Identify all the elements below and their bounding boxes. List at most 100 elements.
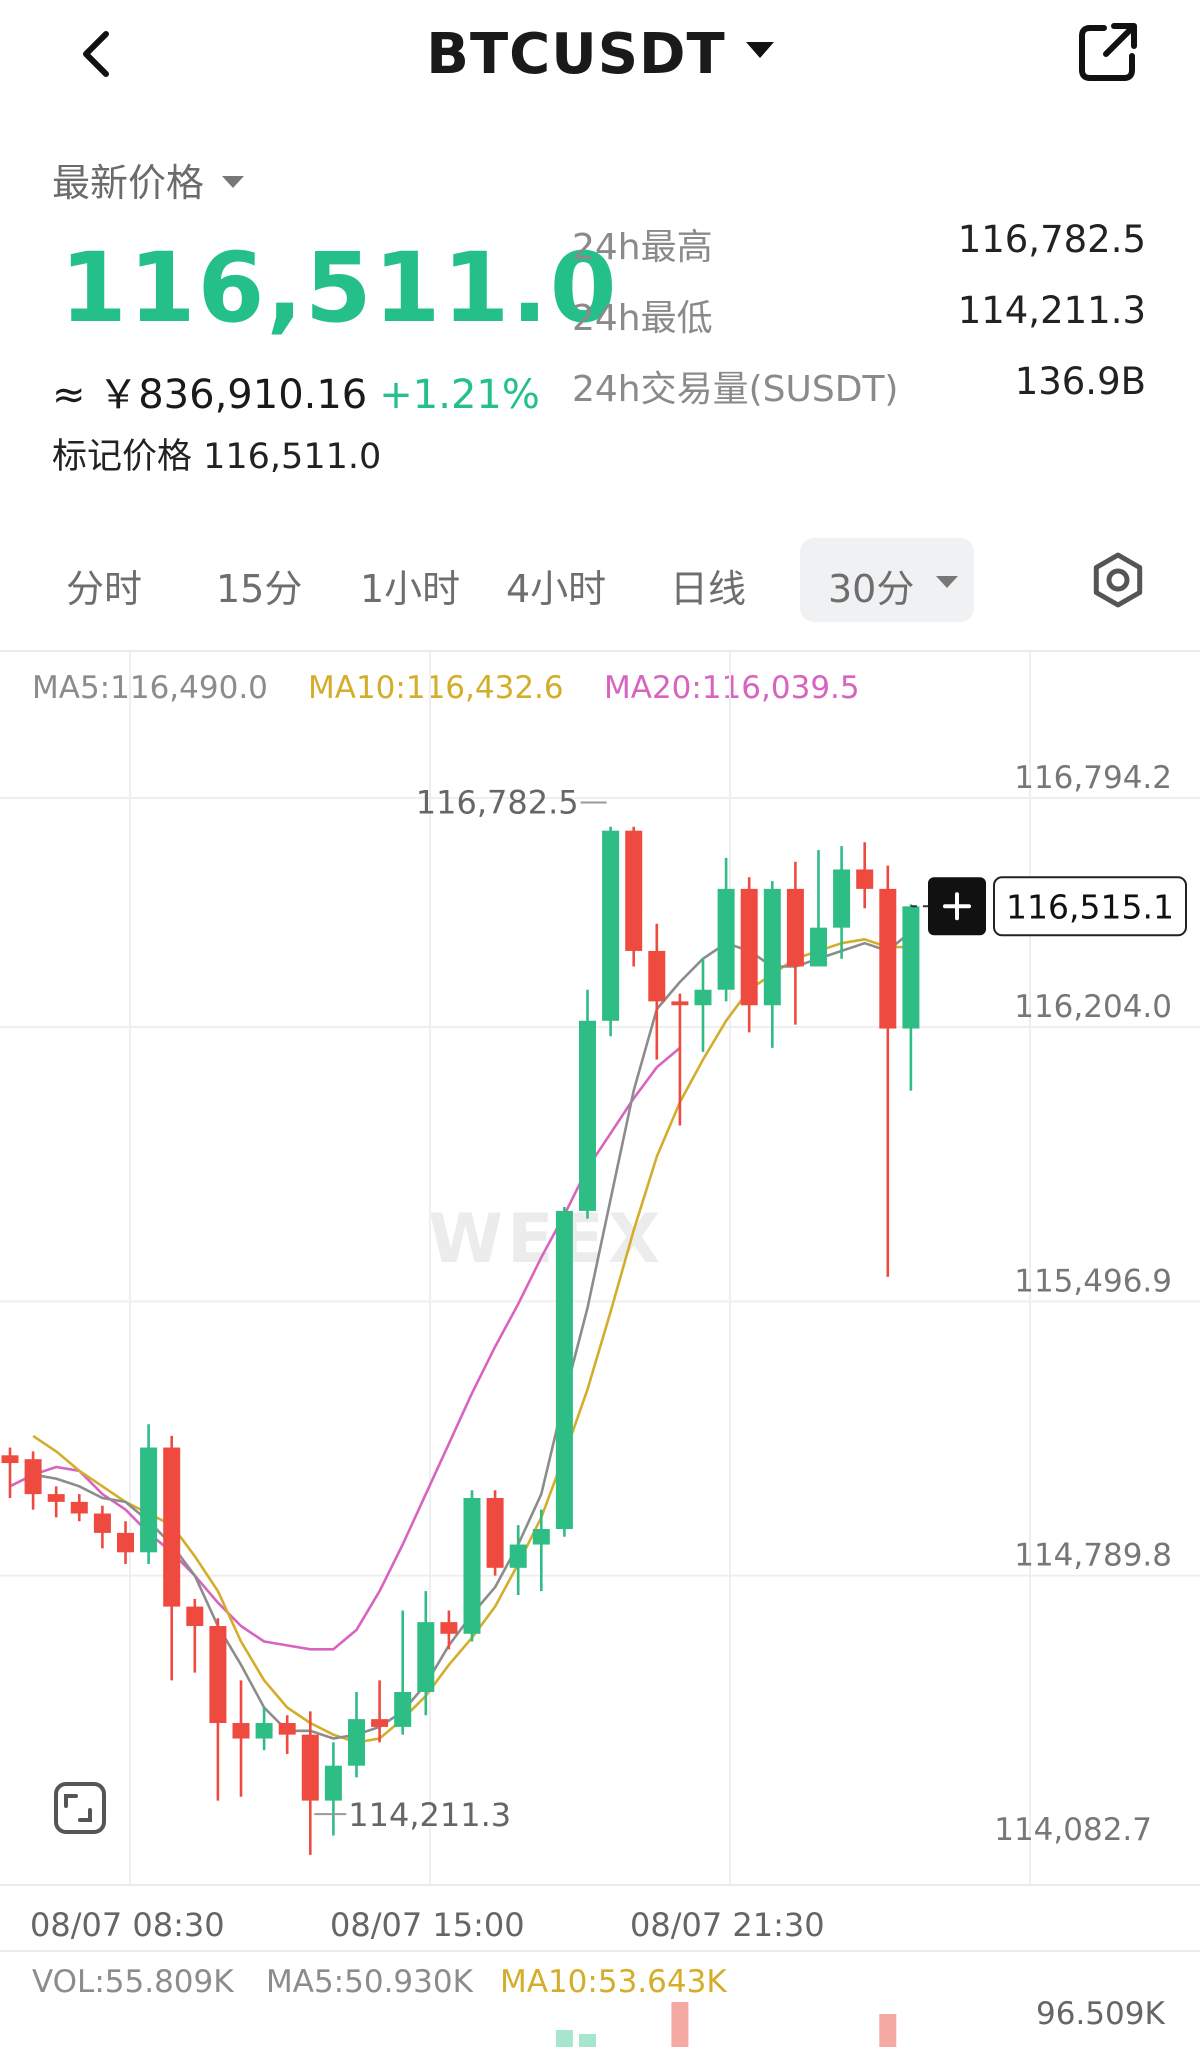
- candle: [509, 1525, 527, 1595]
- y-tick-label: 114,789.8: [1014, 1538, 1172, 1574]
- ma10-legend: MA10:116,432.6: [308, 670, 564, 706]
- chart-settings-button[interactable]: [1088, 550, 1148, 610]
- candle: [879, 865, 897, 1277]
- candle-body: [348, 1719, 365, 1766]
- caret-down-icon: [222, 175, 245, 188]
- cny-price-row: ≈ ￥836,910.16 +1.21%: [52, 362, 540, 420]
- volume-bar: [579, 2034, 596, 2047]
- volume-legend: VOL:55.809K: [32, 1964, 234, 2000]
- stat-volume-label: 24h交易量(SUSDT): [572, 369, 899, 410]
- y-tick-label: 116,794.2: [1014, 760, 1172, 796]
- candle: [833, 846, 851, 959]
- chart-grid: [0, 652, 1200, 1886]
- candle: [324, 1742, 342, 1836]
- candle-body: [786, 888, 804, 967]
- candle-body: [117, 1532, 134, 1553]
- stat-volume-value: 136.9B: [1014, 360, 1146, 403]
- divider: [0, 1950, 1200, 1952]
- gear-icon: [1093, 552, 1143, 608]
- candle: [763, 881, 781, 1048]
- candle: [255, 1707, 273, 1751]
- candle-body: [278, 1723, 296, 1735]
- candle-body: [740, 888, 758, 1006]
- tab-15m[interactable]: 15分: [216, 567, 303, 611]
- candle-body: [140, 1447, 158, 1553]
- plus-icon: [943, 892, 971, 921]
- candle-body: [301, 1734, 319, 1801]
- candle-body: [209, 1626, 227, 1724]
- symbol-selector[interactable]: BTCUSDT: [0, 22, 1200, 87]
- candle-body: [579, 1020, 596, 1211]
- candle: [671, 993, 689, 1126]
- candle-body: [694, 989, 712, 1006]
- latest-price-selector[interactable]: 最新价格: [52, 152, 245, 207]
- caret-down-icon: [745, 41, 774, 58]
- candle-body: [70, 1501, 88, 1514]
- candle: [648, 923, 666, 1060]
- volume-ma10-legend: MA10:53.643K: [500, 1964, 727, 2000]
- tab-30m-label: 30分: [828, 567, 915, 611]
- volume-bars: [555, 2002, 897, 2047]
- candle: [555, 1207, 573, 1537]
- ma5-legend: MA5:116,490.0: [32, 670, 268, 706]
- candle-body: [232, 1723, 250, 1739]
- tab-1h[interactable]: 1小时: [360, 567, 461, 611]
- candle: [856, 842, 874, 909]
- candle: [694, 958, 712, 1052]
- candle-body: [532, 1529, 550, 1545]
- candle-body: [833, 869, 851, 928]
- candle-body: [671, 1001, 689, 1006]
- tab-30m-selected[interactable]: 30分: [800, 538, 974, 622]
- candle-body: [440, 1622, 458, 1634]
- y-axis-ticks: 116,794.2 116,204.0 115,496.9 114,789.8 114,…: [994, 760, 1172, 1848]
- tab-timeline[interactable]: 分时: [66, 567, 143, 611]
- candle-body: [1, 1455, 19, 1464]
- candle-body: [602, 830, 620, 1021]
- tab-4h[interactable]: 4小时: [506, 567, 607, 611]
- mark-price: 标记价格 116,511.0: [52, 437, 382, 477]
- candle: [301, 1711, 319, 1855]
- candle-body: [486, 1497, 504, 1568]
- candle: [625, 826, 643, 967]
- candle: [371, 1680, 389, 1743]
- candle-body: [47, 1494, 65, 1502]
- candle: [717, 857, 735, 1002]
- candle-body: [463, 1497, 481, 1634]
- candle: [394, 1610, 412, 1735]
- share-icon: [1079, 23, 1137, 81]
- divider: [0, 650, 1200, 652]
- candle: [579, 989, 596, 1219]
- latest-price-label: 最新价格: [52, 161, 205, 205]
- share-button[interactable]: [1072, 16, 1144, 88]
- candle: [1, 1447, 19, 1498]
- candle: [232, 1680, 250, 1797]
- candle: [348, 1691, 365, 1778]
- price-markers: 116,782.5 114,211.3 116,515.1: [314, 784, 1187, 1834]
- last-price: 116,511.0: [60, 232, 619, 344]
- tab-daily[interactable]: 日线: [670, 567, 747, 611]
- candle-body: [555, 1210, 573, 1530]
- x-tick-label: 08/07 15:00: [330, 1906, 525, 1944]
- candle-body: [324, 1765, 342, 1801]
- ma20-line: [9, 1046, 681, 1651]
- volume-bar: [879, 2014, 897, 2047]
- candle: [209, 1618, 227, 1801]
- current-price-tag-label: 116,515.1: [1006, 887, 1174, 926]
- candle: [186, 1598, 204, 1673]
- candlestick-chart[interactable]: 116,794.2 116,204.0 115,496.9 114,789.8 114,…: [0, 652, 1200, 2047]
- candle-body: [856, 869, 874, 889]
- candle-body: [509, 1544, 527, 1568]
- fullscreen-button[interactable]: [52, 1780, 112, 1836]
- candle: [93, 1505, 111, 1549]
- candle-body: [163, 1447, 181, 1607]
- stat-low-value: 114,211.3: [957, 289, 1146, 332]
- back-button[interactable]: [70, 20, 126, 84]
- candle: [786, 861, 804, 1025]
- stat-high-label: 24h最高: [572, 227, 713, 268]
- volume-axis-max: 96.509K: [1036, 1996, 1165, 2032]
- candle: [117, 1521, 134, 1564]
- candle: [486, 1490, 504, 1576]
- candle-body: [371, 1719, 389, 1727]
- candle-body: [717, 888, 735, 990]
- stat-low-label: 24h最低: [572, 298, 713, 339]
